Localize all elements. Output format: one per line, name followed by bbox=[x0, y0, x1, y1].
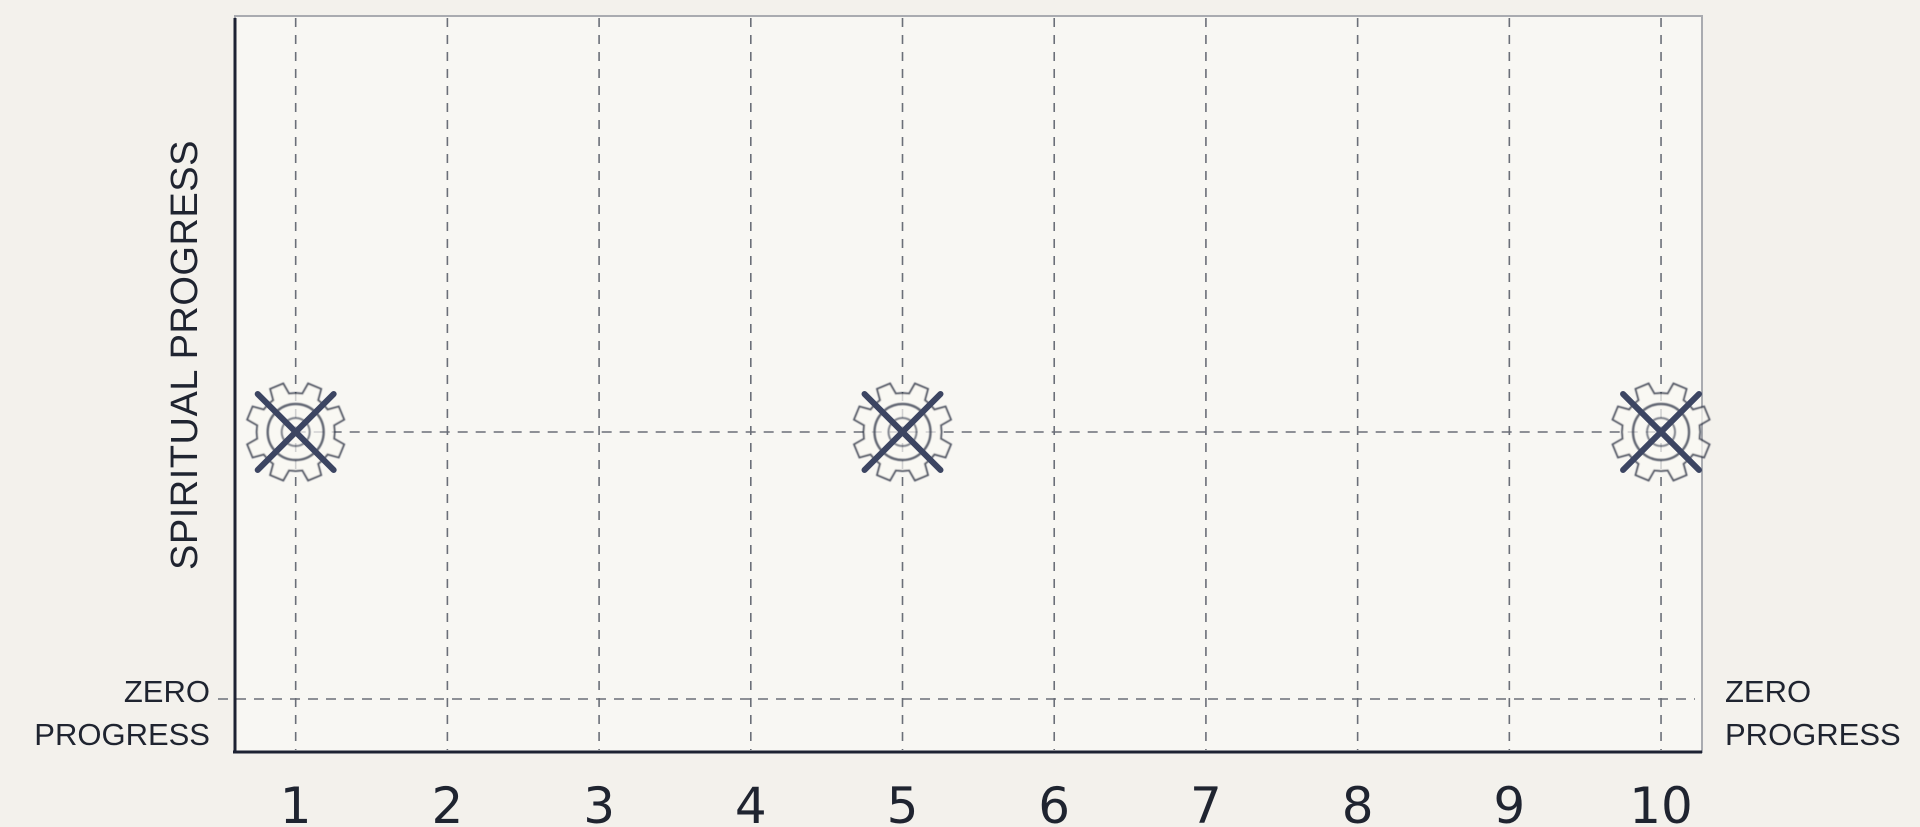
gear-hub bbox=[1646, 417, 1677, 447]
x-tick-label: 5 bbox=[887, 777, 919, 827]
axes bbox=[233, 18, 1702, 754]
gear-inner-ring bbox=[266, 402, 325, 462]
gear-inner-ring bbox=[873, 402, 932, 462]
gear-x-icon bbox=[1611, 382, 1711, 482]
cross-stroke bbox=[1620, 391, 1703, 473]
gear-inner-ring bbox=[1631, 402, 1691, 462]
x-tick-label: 10 bbox=[1629, 777, 1693, 827]
zero-progress-label-left: PROGRESS bbox=[34, 717, 210, 752]
gear-x-icon bbox=[852, 382, 953, 482]
plot-area bbox=[234, 15, 1703, 753]
x-tick-label: 3 bbox=[583, 777, 615, 827]
y-axis-title: SPIRITUAL PROGRESS bbox=[164, 140, 206, 570]
gear-hub bbox=[887, 417, 918, 447]
x-tick-label: 8 bbox=[1342, 777, 1374, 827]
x-tick-label: 4 bbox=[735, 777, 767, 827]
cross-stroke bbox=[254, 391, 337, 473]
x-tick-label: 9 bbox=[1493, 777, 1525, 827]
labels: SPIRITUAL PROGRESS 1 2 3 4 5 6 7 8 9 10 ZERO PROGRE… bbox=[34, 140, 1900, 827]
zero-progress-label-right: ZERO bbox=[1725, 674, 1811, 709]
gear-x-icon bbox=[245, 382, 346, 482]
gear-hub bbox=[280, 417, 311, 447]
zero-progress-label-right: PROGRESS bbox=[1725, 717, 1901, 752]
zero-progress-label-left: ZERO bbox=[124, 674, 210, 709]
markers bbox=[245, 382, 1711, 482]
x-tick-label: 2 bbox=[431, 777, 463, 827]
x-tick-label: 7 bbox=[1190, 777, 1222, 827]
x-tick-label: 1 bbox=[280, 777, 312, 827]
x-tick-label: 6 bbox=[1038, 777, 1070, 827]
grid bbox=[294, 18, 1662, 750]
cross-stroke bbox=[861, 391, 944, 473]
